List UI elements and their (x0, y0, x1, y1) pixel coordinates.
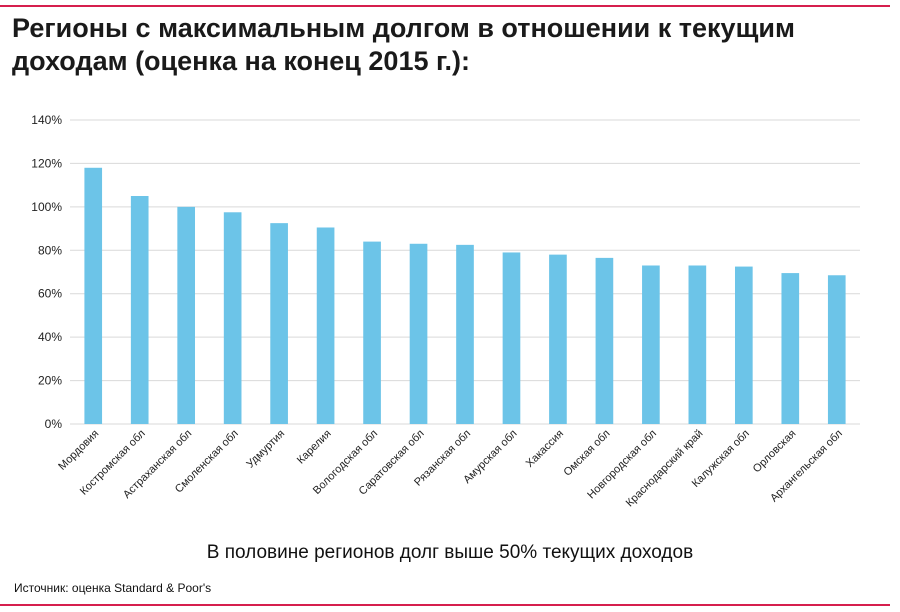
bar (223, 212, 242, 424)
bar (595, 257, 614, 424)
y-tick-label: 40% (38, 330, 62, 344)
bar (409, 243, 428, 424)
bar-chart: 0% 20% 40% 60% 80% 100% 120% 140% МордовияКостр… (31, 113, 860, 510)
bar (734, 266, 753, 424)
x-tick-label: Хакассия (524, 428, 566, 470)
x-tick-label: Краснодарский край (624, 428, 706, 510)
source-note: Источник: оценка Standard & Poor's (14, 581, 212, 595)
bar (549, 254, 567, 424)
bar (642, 265, 660, 424)
x-tick-label: Орловская (751, 428, 799, 476)
bar (130, 196, 149, 424)
bar (502, 252, 521, 424)
x-tick-label: Омская обл (562, 428, 613, 479)
top-accent-rule (0, 5, 890, 7)
y-tick-label: 100% (31, 200, 62, 214)
bar (363, 241, 381, 424)
bar (316, 227, 335, 424)
y-tick-label: 80% (38, 243, 62, 257)
bar (456, 244, 474, 424)
y-tick-label: 120% (31, 156, 62, 170)
bottom-accent-rule (0, 604, 890, 606)
page-title: Регионы с максимальным долгом в отношени… (12, 13, 795, 76)
bar (177, 206, 196, 424)
chart-footnote: В половине регионов долг выше 50% текущи… (206, 542, 694, 563)
y-tick-label: 60% (38, 287, 62, 301)
y-tick-label: 20% (38, 374, 62, 388)
bar (84, 167, 103, 424)
bar (688, 265, 707, 424)
x-tick-label: Удмуртия (244, 428, 287, 471)
y-tick-label: 0% (45, 417, 63, 431)
bar (781, 273, 800, 424)
bar (270, 223, 288, 424)
y-tick-label: 140% (31, 113, 62, 127)
bar (827, 275, 846, 424)
x-tick-label: Карелия (295, 428, 334, 467)
y-axis-ticks: 0% 20% 40% 60% 80% 100% 120% 140% (31, 113, 62, 431)
bars (84, 167, 846, 424)
x-tick-label: Мордовия (56, 428, 101, 473)
